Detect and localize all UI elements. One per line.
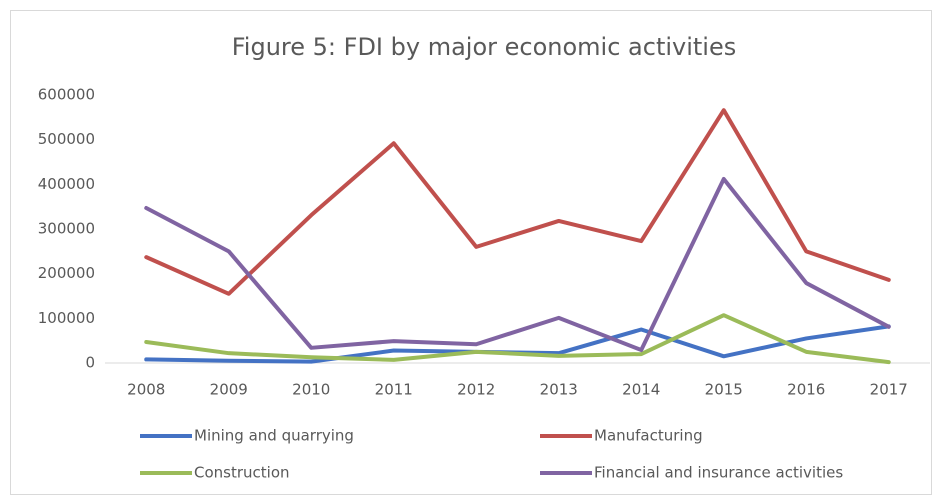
- series-line: [144, 108, 891, 296]
- y-tick-label: 100000: [38, 309, 95, 327]
- chart-title: Figure 5: FDI by major economic activiti…: [232, 33, 737, 61]
- x-tick-label: 2010: [292, 381, 330, 399]
- x-tick-label: 2008: [127, 381, 165, 399]
- x-tick-label: 2011: [375, 381, 413, 399]
- x-tick-label: 2017: [870, 381, 908, 399]
- y-tick-label: 400000: [38, 175, 95, 193]
- x-tick-label: 2015: [705, 381, 743, 399]
- legend-label: Mining and quarrying: [194, 427, 354, 445]
- chart-border: [10, 10, 932, 495]
- y-tick-label: 300000: [38, 220, 95, 238]
- x-tick-label: 2014: [622, 381, 660, 399]
- x-tick-label: 2009: [210, 381, 248, 399]
- x-tick-label: 2013: [540, 381, 578, 399]
- y-tick-label: 0: [85, 354, 95, 372]
- legend-label: Construction: [194, 464, 290, 482]
- series-line: [144, 176, 891, 353]
- legend-label: Financial and insurance activities: [594, 464, 843, 482]
- x-tick-label: 2016: [787, 381, 825, 399]
- y-tick-label: 200000: [38, 264, 95, 282]
- y-tick-label: 600000: [38, 86, 95, 104]
- y-tick-label: 500000: [38, 130, 95, 148]
- x-tick-label: 2012: [457, 381, 495, 399]
- series-line: [144, 313, 891, 365]
- legend-label: Manufacturing: [594, 427, 703, 445]
